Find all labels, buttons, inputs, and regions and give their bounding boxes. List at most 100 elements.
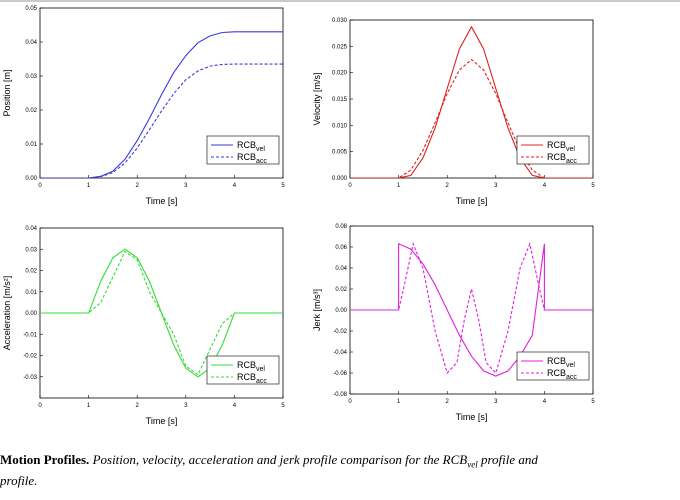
acceleration-legend-label-vel: RCBvel [237,360,265,373]
jerk-ytick-label: 0.02 [335,287,347,293]
position-ytick-label: 0.02 [25,108,37,114]
acceleration-ytick-label: -0.02 [23,354,37,360]
jerk-ytick-label: -0.02 [333,329,347,335]
jerk-xtick-label: 1 [397,399,401,405]
velocity-xtick-label: 3 [494,183,498,189]
chart-jerk: 0 1 2 3 4 5 -0.08 -0.06 -0.04 -0.02 0.00 0.02 0.04 0.… [312,224,595,422]
motion-profiles-figure: 0 1 2 3 4 5 0.00 0.01 0.02 0.03 0.04 0.05 Time [s] Po… [2,6,595,426]
velocity-ytick-label: 0.000 [332,176,348,182]
acceleration-ytick-label: 0.04 [25,226,37,232]
velocity-legend-label-vel: RCBvel [547,140,575,153]
caption-text-line2: profile. [0,472,38,488]
jerk-xtick-label: 3 [494,399,498,405]
acceleration-ytick-label: -0.01 [23,332,37,338]
acceleration-ytick-label: 0.01 [25,290,37,296]
jerk-legend-box [516,351,590,381]
position-xlabel: Time [s] [146,196,178,206]
jerk-ytick-label: 0.00 [335,308,347,314]
acceleration-ytick-label: -0.03 [23,375,37,381]
caption-text-after: profile and [477,452,538,467]
position-xtick-label: 3 [184,183,188,189]
acceleration-ytick-label: 0.03 [25,247,37,253]
acceleration-ytick-label: 0.00 [25,311,37,317]
caption-text: Position, velocity, acceleration and jer… [89,452,443,467]
position-plot-frame [39,7,284,179]
jerk-legend-label-vel: RCBvel [547,356,575,369]
chart-position: 0 1 2 3 4 5 0.00 0.01 0.02 0.03 0.04 0.05 Time [s] Po… [2,6,285,206]
position-legend-label-vel: RCBvel [237,140,265,153]
caption-line-2: profile. [0,473,680,489]
velocity-ytick-label: 0.005 [332,150,348,156]
caption-line-1: Motion Profiles. Position, velocity, acc… [0,452,680,473]
velocity-ytick-label: 0.030 [332,18,348,24]
velocity-ytick-label: 0.025 [332,44,348,50]
acceleration-ytick-label: 0.02 [25,269,37,275]
velocity-xtick-label: 0 [348,183,352,189]
position-ytick-label: 0.04 [25,40,37,46]
velocity-ytick-label: 0.010 [332,123,348,129]
velocity-xlabel: Time [s] [456,196,488,206]
acceleration-ylabel: Acceleration [m/s²] [2,276,12,351]
jerk-series-vel [350,242,593,377]
acceleration-xtick-label: 2 [136,403,140,409]
acceleration-series-acc [40,250,283,376]
acceleration-series-vel [40,248,283,378]
position-series-vel [40,31,283,178]
jerk-xtick-label: 0 [348,399,352,405]
jerk-xtick-label: 2 [446,399,450,405]
acceleration-xtick-label: 5 [281,403,285,409]
position-xtick-label: 0 [38,183,42,189]
position-xtick-label: 4 [233,183,237,189]
velocity-legend-label-acc: RCBacc [547,152,577,165]
acceleration-xtick-label: 3 [184,403,188,409]
acceleration-xtick-label: 4 [233,403,237,409]
jerk-series-acc [350,241,593,375]
position-ylabel: Position [m] [2,69,12,116]
position-ytick-label: 0.01 [25,142,37,148]
jerk-legend-label-acc: RCBacc [547,368,577,381]
caption-rcb: RCB [442,452,468,467]
acceleration-xtick-label: 0 [38,403,42,409]
caption-rcb-sub: vel [467,459,478,470]
acceleration-xlabel: Time [s] [146,416,178,426]
position-legend-label-acc: RCBacc [237,152,267,165]
position-xtick-label: 1 [87,183,91,189]
caption-title: Motion Profiles. [0,452,90,467]
top-border-line [0,0,680,2]
jerk-ytick-label: 0.08 [335,224,347,230]
velocity-xtick-label: 1 [397,183,401,189]
jerk-ytick-label: -0.08 [333,392,347,398]
acceleration-legend-box [206,355,280,385]
position-xtick-label: 5 [281,183,285,189]
position-series-acc [40,63,283,178]
position-ytick-label: 0.00 [25,176,37,182]
jerk-ytick-label: -0.06 [333,371,347,377]
velocity-xtick-label: 5 [591,183,595,189]
velocity-legend-box [516,135,590,165]
chart-acceleration: 0 1 2 3 4 5 -0.03 -0.02 -0.01 0.00 0.01 0.02 0.03 0.0… [2,226,285,426]
figure-canvas: 0 1 2 3 4 5 0.00 0.01 0.02 0.03 0.04 0.05 Time [s] Po… [2,6,595,426]
velocity-xtick-label: 4 [543,183,547,189]
velocity-ylabel: Velocity [m/s] [312,72,322,125]
acceleration-xtick-label: 1 [87,403,91,409]
jerk-xtick-label: 5 [591,399,595,405]
jerk-ytick-label: 0.06 [335,245,347,251]
jerk-ytick-label: 0.04 [335,266,347,272]
figure-caption: Motion Profiles. Position, velocity, acc… [0,452,680,489]
velocity-series-vel [350,25,593,178]
jerk-ylabel: Jerk [m/s³] [312,289,322,331]
position-xtick-label: 2 [136,183,140,189]
velocity-xtick-label: 2 [446,183,450,189]
jerk-ytick-label: -0.04 [333,350,347,356]
jerk-xlabel: Time [s] [456,412,488,422]
position-ytick-label: 0.03 [25,74,37,80]
velocity-ytick-label: 0.020 [332,71,348,77]
jerk-xtick-label: 4 [543,399,547,405]
position-legend-box [206,135,280,165]
acceleration-legend-label-acc: RCBacc [237,372,267,385]
chart-velocity: 0 1 2 3 4 5 0.000 0.005 0.010 0.015 0.020 0.025 0.03… [312,18,595,206]
